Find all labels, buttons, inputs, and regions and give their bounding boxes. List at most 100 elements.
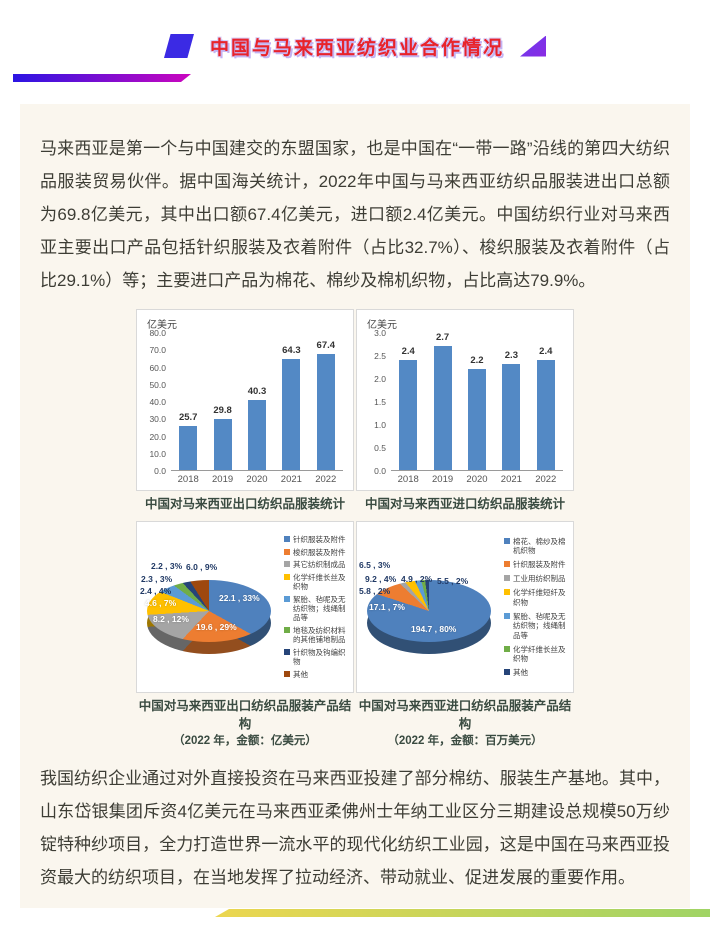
legend-swatch-icon <box>504 645 510 652</box>
plot-row: 80.0 70.0 60.0 50.0 40.0 30.0 20.0 10.0 0.0 25.7 2… <box>143 328 347 476</box>
pie-area: 194.7 , 80% 17.1 , 7% 5.8 , 2% 9.2 , 4% 6.5 … <box>359 526 499 686</box>
legend-item: 针织服装及附件 <box>504 560 567 569</box>
y-tick-label: 0.5 <box>374 443 386 453</box>
y-tick-label: 70.0 <box>149 345 166 356</box>
import-pie-chart: 194.7 , 80% 17.1 , 7% 5.8 , 2% 9.2 , 4% 6.5 … <box>356 521 574 750</box>
y-axis-ticks: 3.0 2.5 2.0 1.5 1.0 0.5 0.0 <box>363 328 391 476</box>
legend-label: 其它纺织制成品 <box>293 560 346 570</box>
bar-value-label: 40.3 <box>247 386 267 398</box>
x-axis-labels: 2018 2019 2020 2021 2022 <box>171 471 343 485</box>
import-bar-chart-panel: 亿美元 3.0 2.5 2.0 1.5 1.0 0.5 0.0 2.4 2.7 2.2 2.3 2.4 2… <box>356 309 574 491</box>
legend-item: 化学纤维短纤及织物 <box>504 588 567 607</box>
legend-item: 其它纺织制成品 <box>284 560 347 569</box>
y-axis-unit-label: 亿美元 <box>147 320 177 331</box>
slice-label: 194.7 , 80% <box>411 624 457 635</box>
slice-label: 2.3 , 3% <box>141 574 173 585</box>
slice-label: 6.0 , 9% <box>186 562 218 573</box>
article-content: 马来西亚是第一个与中国建交的东盟国家，也是中国在“一带一路”沿线的第四大纺织品服… <box>20 104 690 908</box>
legend-swatch-icon <box>504 589 510 596</box>
slice-label: 19.6 , 29% <box>196 622 237 633</box>
legend-swatch-icon <box>504 537 510 544</box>
legend-item: 絮胎、毡呢及无纺织物；线绳制品等 <box>284 595 347 623</box>
legend-item: 梭织服装及附件 <box>284 548 347 557</box>
charts-grid: 亿美元 80.0 70.0 60.0 50.0 40.0 30.0 20.0 10.0 0.0 25… <box>136 309 574 750</box>
legend-swatch-icon <box>284 561 290 568</box>
plot-row: 3.0 2.5 2.0 1.5 1.0 0.5 0.0 2.4 2.7 2.2 2.3 2.4 <box>363 328 567 476</box>
slice-label: 6.5 , 3% <box>359 560 391 571</box>
x-tick-label: 2020 <box>246 474 268 485</box>
import-bar-chart: 亿美元 3.0 2.5 2.0 1.5 1.0 0.5 0.0 2.4 2.7 2.2 2.3 2.4 2… <box>356 309 574 513</box>
slice-label: 22.1 , 33% <box>219 593 260 604</box>
export-pie-caption-subtitle: （2022 年，金额：亿美元） <box>173 735 317 748</box>
y-tick-label: 10.0 <box>149 448 166 459</box>
legend-swatch-icon <box>284 573 290 580</box>
x-tick-label: 2022 <box>535 474 557 485</box>
top-gradient-divider <box>13 74 191 82</box>
bar <box>433 345 452 470</box>
x-tick-label: 2019 <box>432 474 454 485</box>
y-tick-label: 20.0 <box>149 431 166 442</box>
legend-label: 化学纤维长丝及织物 <box>293 572 346 592</box>
y-tick-label: 3.0 <box>374 328 386 338</box>
bar <box>468 368 486 470</box>
export-bar-chart: 亿美元 80.0 70.0 60.0 50.0 40.0 30.0 20.0 10.0 0.0 25… <box>136 309 354 513</box>
legend-swatch-icon <box>504 561 510 568</box>
export-pie-caption-title: 中国对马来西亚出口纺织品服装产品结构 <box>138 699 352 732</box>
x-tick-label: 2020 <box>466 474 488 485</box>
y-axis-ticks: 80.0 70.0 60.0 50.0 40.0 30.0 20.0 10.0 0.0 <box>143 328 171 476</box>
slice-label: 17.1 , 7% <box>369 602 405 613</box>
import-pie-chart-caption: 中国对马来西亚进口纺织品服装产品结构 （2022 年，金额：百万美元） <box>356 697 574 750</box>
y-tick-label: 2.0 <box>374 374 386 384</box>
x-tick-label: 2022 <box>315 474 337 485</box>
legend-swatch-icon <box>284 536 290 543</box>
export-pie-chart-caption: 中国对马来西亚出口纺织品服装产品结构 （2022 年，金额：亿美元） <box>136 697 354 750</box>
legend-item: 其他 <box>504 668 567 677</box>
bar <box>399 359 418 470</box>
pie-surface <box>147 580 271 643</box>
legend-item: 化学纤维长丝及织物 <box>284 573 347 592</box>
legend-label: 其他 <box>293 669 308 679</box>
x-tick-label: 2018 <box>397 474 419 485</box>
y-tick-label: 30.0 <box>149 414 166 425</box>
legend-swatch-icon <box>284 626 290 633</box>
legend-swatch-icon <box>504 669 510 676</box>
bar <box>502 364 521 470</box>
pie-legend: 针织服装及附件梭织服装及附件其它纺织制成品化学纤维长丝及织物絮胎、毡呢及无纺织物… <box>279 526 349 688</box>
bar-value-label: 2.7 <box>435 331 450 343</box>
banner-right-triangle-icon <box>520 35 546 57</box>
y-tick-label: 60.0 <box>149 362 166 373</box>
slice-label: 5.5 , 2% <box>437 576 469 587</box>
legend-label: 针织服装及附件 <box>293 535 346 545</box>
import-pie-caption-title: 中国对马来西亚进口纺织品服装产品结构 <box>358 699 572 732</box>
slice-label: 4.6 , 7% <box>145 598 177 609</box>
import-pie-caption-subtitle: （2022 年，金额：百万美元） <box>387 735 543 748</box>
banner-left-triangle-icon <box>163 34 194 58</box>
export-pie-chart-panel: 22.1 , 33% 19.6 , 29% 8.2 , 12% 4.6 , 7% 2.4… <box>136 521 354 694</box>
legend-label: 其他 <box>513 668 528 678</box>
slice-label: 4.9 , 2% <box>401 574 433 585</box>
x-tick-label: 2018 <box>177 474 199 485</box>
y-tick-label: 1.0 <box>374 420 386 430</box>
bar <box>179 425 198 470</box>
y-axis-unit-label: 亿美元 <box>367 320 397 331</box>
plot-area: 2.4 2.7 2.2 2.3 2.4 <box>391 331 563 471</box>
slice-label: 5.8 , 2% <box>359 586 391 597</box>
pie-legend: 棉花、棉纱及棉机织物 针织服装及附件 工业用纺织制品 化学纤维短纤及织物 絮胎、毡呢及无… <box>499 526 569 688</box>
slice-label: 9.2 , 4% <box>365 574 397 585</box>
legend-item: 工业用纺织制品 <box>504 574 567 583</box>
slice-label: 8.2 , 12% <box>153 614 189 625</box>
bar-value-label: 67.4 <box>316 339 336 351</box>
bar-value-label: 29.8 <box>213 404 232 416</box>
legend-swatch-icon <box>284 548 290 555</box>
legend-item: 针织物及钩编织物 <box>284 648 347 667</box>
intro-paragraph: 马来西亚是第一个与中国建交的东盟国家，也是中国在“一带一路”沿线的第四大纺织品服… <box>40 139 670 290</box>
bar <box>536 359 555 470</box>
legend-item: 化学纤维长丝及织物 <box>504 645 567 664</box>
legend-item: 针织服装及附件 <box>284 535 347 544</box>
x-tick-label: 2021 <box>280 474 302 485</box>
title-banner: 中国与马来西亚纺织业合作情况 <box>0 28 710 64</box>
legend-item: 地毯及纺织材料的其他铺地制品 <box>284 626 347 645</box>
legend-swatch-icon <box>284 670 290 677</box>
bar-value-label: 2.4 <box>539 345 553 357</box>
